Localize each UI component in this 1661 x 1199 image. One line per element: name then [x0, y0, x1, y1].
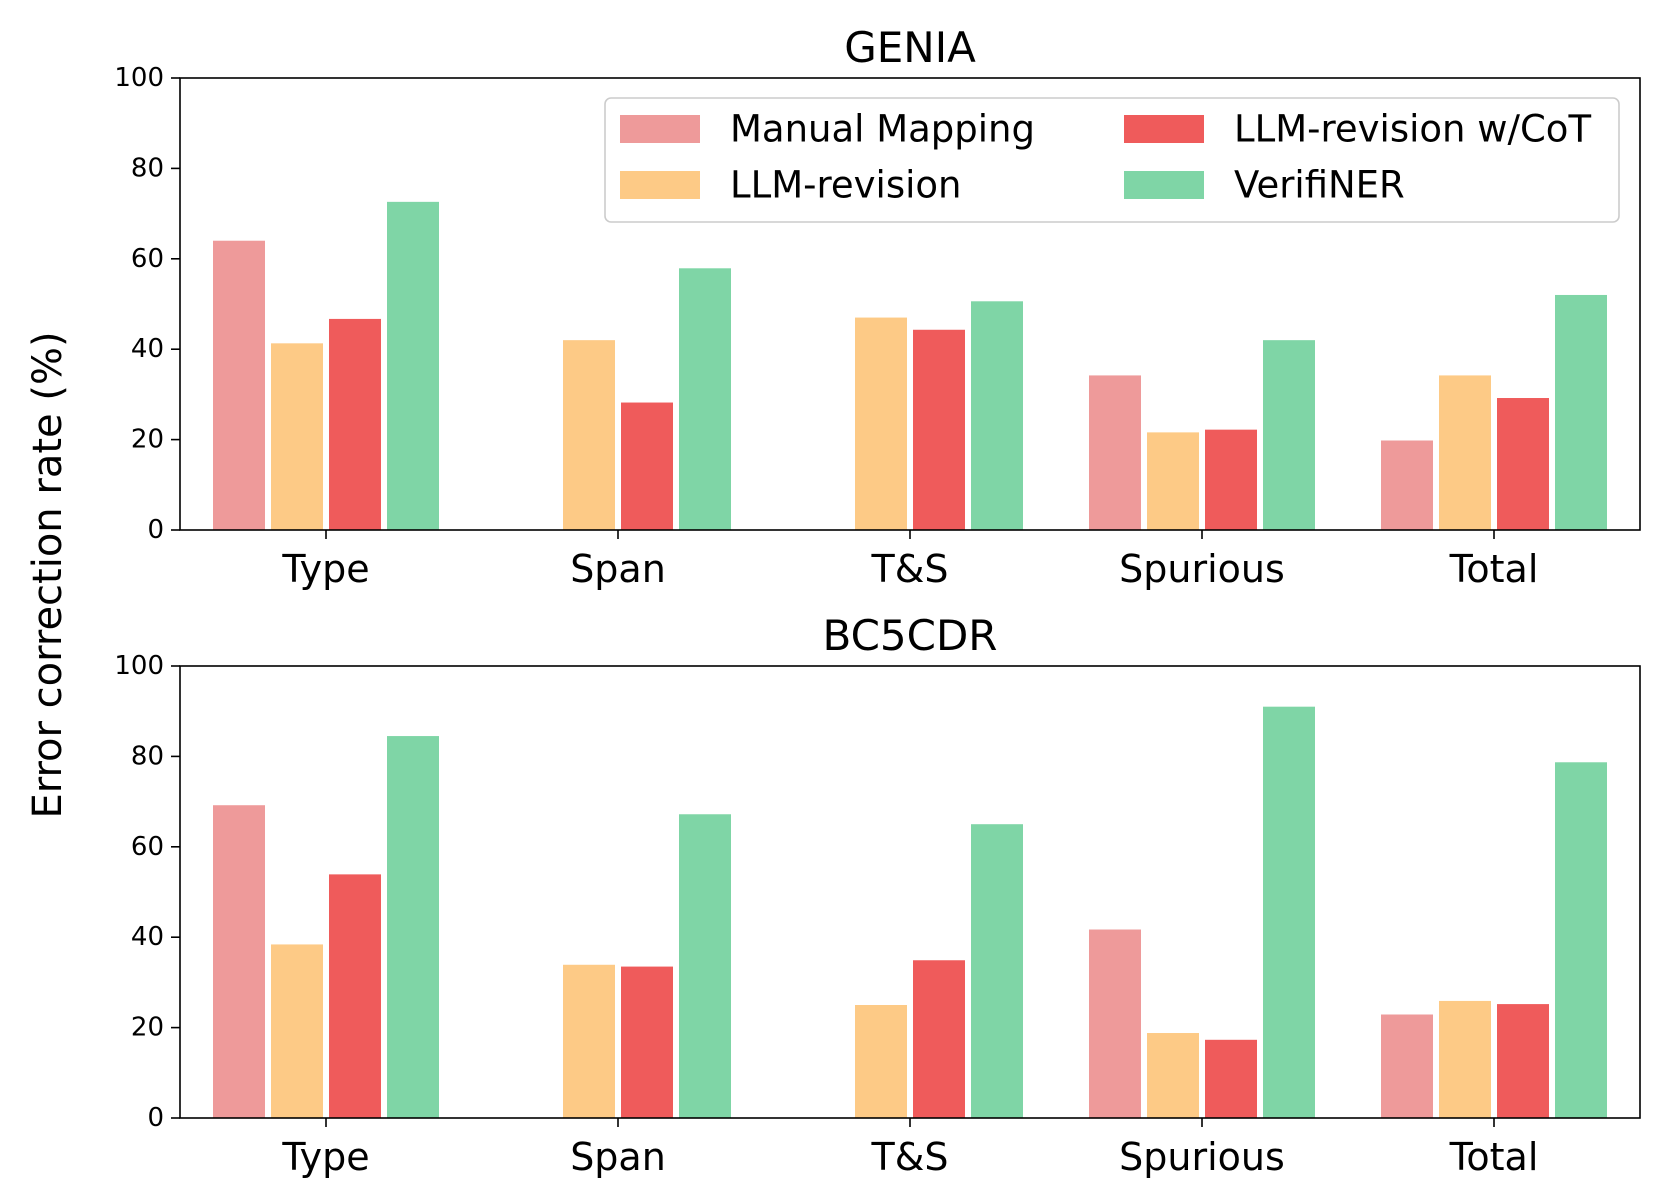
- y-tick-label: 20: [131, 1013, 164, 1043]
- x-tick-label: T&S: [871, 1135, 949, 1179]
- bar-llm-revision-w-cot-span: [621, 402, 673, 530]
- bar-llm-revision-total: [1439, 1000, 1491, 1118]
- bar-manual-mapping-type: [213, 805, 265, 1118]
- x-tick-label: Spurious: [1119, 1135, 1285, 1179]
- x-tick-label: Total: [1449, 547, 1539, 591]
- bar-llm-revision-w-cot-t-s: [913, 960, 965, 1118]
- bar-llm-revision-w-cot-span: [621, 966, 673, 1118]
- panel-title: BC5CDR: [823, 611, 998, 660]
- bar-llm-revision-spurious: [1147, 1033, 1199, 1118]
- bar-manual-mapping-total: [1381, 1014, 1433, 1118]
- legend: Manual Mapping LLM-revision LLM-revision w…: [604, 97, 1620, 223]
- y-tick-label: 100: [114, 651, 164, 681]
- bar-llm-revision-span: [563, 964, 615, 1118]
- y-tick-label: 40: [131, 922, 164, 952]
- bar-llm-revision-w-cot-total: [1497, 1004, 1549, 1118]
- bar-verifiner-total: [1555, 294, 1607, 530]
- bar-llm-revision-spurious: [1147, 432, 1199, 530]
- legend-label-manual-mapping: Manual Mapping: [730, 108, 1035, 151]
- y-tick-label: 80: [131, 741, 164, 771]
- bar-llm-revision-t-s: [855, 317, 907, 530]
- legend-frame: [604, 97, 1620, 223]
- y-tick-label: 60: [131, 832, 164, 862]
- bar-manual-mapping-total: [1381, 440, 1433, 530]
- bar-verifiner-spurious: [1263, 706, 1315, 1118]
- legend-swatch-manual-mapping: [620, 115, 700, 143]
- y-tick-label: 80: [131, 153, 164, 183]
- x-tick-label: Span: [570, 1135, 666, 1179]
- bar-verifiner-t-s: [971, 824, 1023, 1118]
- x-tick-label: Type: [281, 547, 369, 591]
- bar-llm-revision-type: [271, 944, 323, 1118]
- x-tick-label: Type: [281, 1135, 369, 1179]
- bar-llm-revision-w-cot-type: [329, 318, 381, 530]
- panels: GENIA 0 20 40 60 80 100 Type Span T&S Spurious Tota…: [114, 23, 1641, 1179]
- bar-verifiner-type: [387, 736, 439, 1118]
- bar-verifiner-type: [387, 201, 439, 530]
- bar-verifiner-span: [679, 268, 731, 530]
- y-tick-label: 60: [131, 244, 164, 274]
- bar-llm-revision-t-s: [855, 1005, 907, 1118]
- bar-llm-revision-w-cot-spurious: [1205, 1039, 1257, 1118]
- bar-manual-mapping-spurious: [1089, 375, 1141, 530]
- y-tick-label: 0: [147, 1103, 164, 1133]
- bar-manual-mapping-spurious: [1089, 929, 1141, 1118]
- x-tick-label: T&S: [871, 547, 949, 591]
- bar-llm-revision-type: [271, 343, 323, 530]
- x-tick-label: Span: [570, 547, 666, 591]
- legend-swatch-llm-revision-w-cot: [1124, 115, 1204, 143]
- panel-bc5cdr: BC5CDR 0 20 40 60 80 100 Type Span T&S Spurious Tot…: [114, 611, 1641, 1179]
- bar-verifiner-spurious: [1263, 340, 1315, 530]
- y-tick-label: 0: [147, 515, 164, 545]
- bar-llm-revision-w-cot-type: [329, 874, 381, 1118]
- y-tick-label: 100: [114, 63, 164, 93]
- bar-verifiner-span: [679, 814, 731, 1118]
- bar-verifiner-total: [1555, 762, 1607, 1118]
- y-tick-label: 40: [131, 334, 164, 364]
- bar-llm-revision-w-cot-spurious: [1205, 429, 1257, 530]
- bar-llm-revision-span: [563, 340, 615, 530]
- x-tick-label: Total: [1449, 1135, 1539, 1179]
- x-tick-label: Spurious: [1119, 547, 1285, 591]
- legend-label-verifiner: VerifiNER: [1234, 164, 1405, 207]
- panel-genia: GENIA 0 20 40 60 80 100 Type Span T&S Spurious Tota…: [114, 23, 1641, 591]
- legend-swatch-verifiner: [1124, 171, 1204, 199]
- bar-llm-revision-w-cot-t-s: [913, 329, 965, 530]
- legend-label-llm-revision: LLM-revision: [730, 164, 962, 207]
- y-axis-label: Error correction rate (%): [25, 331, 71, 818]
- legend-label-llm-revision-w-cot: LLM-revision w/CoT: [1234, 108, 1591, 151]
- bar-llm-revision-w-cot-total: [1497, 398, 1549, 530]
- bar-llm-revision-total: [1439, 375, 1491, 530]
- panel-title: GENIA: [844, 23, 976, 72]
- y-tick-label: 20: [131, 425, 164, 455]
- bar-verifiner-t-s: [971, 301, 1023, 530]
- legend-swatch-llm-revision: [620, 171, 700, 199]
- bar-manual-mapping-type: [213, 240, 265, 530]
